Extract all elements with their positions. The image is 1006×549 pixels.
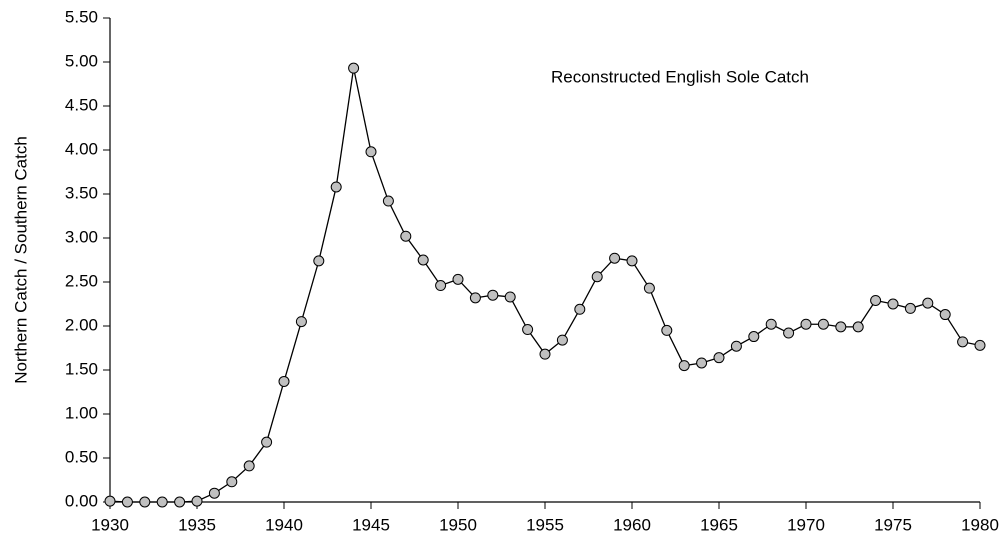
point [539,348,551,360]
point [382,195,394,207]
point [957,336,969,348]
x-tick-label: 1930 [91,515,129,534]
point [104,495,116,507]
point [852,321,864,333]
point [713,352,725,364]
y-tick-label: 2.00 [65,315,98,334]
point [783,327,795,339]
point [748,331,760,343]
point [609,252,621,264]
point [208,487,220,499]
x-tick-label: 1970 [787,515,825,534]
x-tick-label: 1940 [265,515,303,534]
x-tick-label: 1945 [352,515,390,534]
y-tick-label: 3.00 [65,227,98,246]
point [643,282,655,294]
point [469,292,481,304]
y-tick-label: 4.50 [65,95,98,114]
x-tick-label: 1960 [613,515,651,534]
point [400,230,412,242]
point [278,375,290,387]
point [487,289,499,301]
x-tick-label: 1975 [874,515,912,534]
y-axis-label: Northern Catch / Southern Catch [11,136,30,384]
point [800,318,812,330]
point [504,291,516,303]
point [139,496,151,508]
point [121,496,133,508]
x-tick-label: 1935 [178,515,216,534]
point [295,316,307,328]
point [574,303,586,315]
point [974,339,986,351]
point [870,294,882,306]
y-tick-label: 0.50 [65,447,98,466]
point [696,357,708,369]
point [661,324,673,336]
annotation: Reconstructed English Sole Catch [551,67,809,86]
point [452,273,464,285]
y-tick-label: 0.00 [65,491,98,510]
point [435,280,447,292]
point [887,298,899,310]
point [156,496,168,508]
point [904,302,916,314]
point [939,309,951,321]
point [591,271,603,283]
point [348,62,360,74]
point [174,496,186,508]
line [109,68,981,503]
point [522,324,534,336]
x-tick-label: 1955 [526,515,564,534]
point [678,360,690,372]
x-tick-label: 1950 [439,515,477,534]
point [626,255,638,267]
point [261,436,273,448]
point [191,495,203,507]
point [765,318,777,330]
y-tick-label: 3.50 [65,183,98,202]
point [330,181,342,193]
point [226,476,238,488]
point [817,318,829,330]
y-tick-label: 5.00 [65,51,98,70]
y-tick-label: 1.50 [65,359,98,378]
point [417,254,429,266]
point [835,321,847,333]
point [922,297,934,309]
y-tick-label: 5.50 [65,7,98,26]
point [313,255,325,267]
y-tick-label: 1.00 [65,403,98,422]
point [556,334,568,346]
point [243,460,255,472]
x-tick-label: 1965 [700,515,738,534]
x-tick-label: 1980 [961,515,999,534]
point [365,146,377,158]
y-tick-label: 2.50 [65,271,98,290]
y-tick-label: 4.00 [65,139,98,158]
point [730,340,742,352]
